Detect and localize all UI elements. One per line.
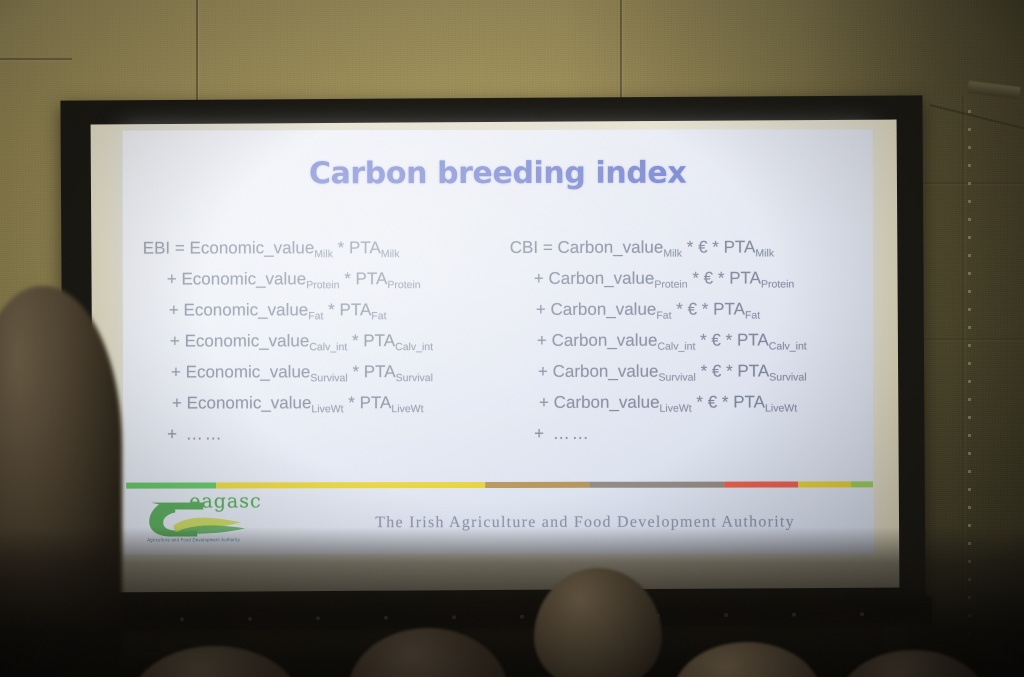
equation-mid: * PTA xyxy=(347,331,396,351)
equation-prefix: + Economic_value xyxy=(166,269,307,289)
equation-mid: * PTA xyxy=(343,393,392,413)
teagasc-wordmark: eagasc xyxy=(189,490,262,513)
equation-subscript: Fat xyxy=(744,309,761,322)
equation-mid: * € * PTA xyxy=(681,237,756,257)
equation-subscript: Protein xyxy=(306,279,340,292)
equation-mid: * € * PTA xyxy=(671,299,745,319)
equation-subscript: Calv_int xyxy=(395,341,434,354)
slide-content: Carbon breeding index EBI = Economic_val… xyxy=(123,129,874,554)
equation-prefix: EBI = Economic_value xyxy=(142,238,315,258)
equation-line: + Economic_valueFat * PTAFat xyxy=(143,294,498,326)
equation-line: + Carbon_valueSurvival * € * PTASurvival xyxy=(510,355,873,387)
audience-foreground xyxy=(0,527,1024,677)
slide-title: Carbon breeding index xyxy=(308,155,687,192)
equation-prefix: + Carbon_value xyxy=(539,392,660,412)
equation-line: + Economic_valueProtein * PTAProtein xyxy=(143,263,498,295)
equation-mid: * € * PTA xyxy=(691,392,766,412)
equation-mid: * PTA xyxy=(332,238,381,258)
mortar-joint-horizontal xyxy=(924,338,1024,340)
equation-prefix: + Carbon_value xyxy=(535,299,657,319)
equation-subscript: Survival xyxy=(658,371,696,384)
equation-prefix: + Economic_value xyxy=(168,300,309,320)
equation-mid: * PTA xyxy=(347,362,396,382)
mortar-joint-vertical xyxy=(196,0,198,112)
ebi-equation-column: EBI = Economic_valueMilk * PTAMilk + Eco… xyxy=(123,232,498,450)
footer-color-band xyxy=(126,481,874,489)
equation-subscript: Milk xyxy=(314,248,333,261)
mortar-joint-vertical xyxy=(620,0,622,104)
equation-subscript: Survival xyxy=(769,371,807,384)
equation-columns: EBI = Economic_valueMilk * PTAMilk + Eco… xyxy=(123,231,873,449)
equation-mid: * € * PTA xyxy=(687,268,762,288)
equation-subscript: Calv_int xyxy=(309,341,348,354)
equation-subscript: Protein xyxy=(760,278,795,291)
band-segment xyxy=(589,481,724,488)
equation-prefix: + Carbon_value xyxy=(537,361,659,381)
equation-subscript: Survival xyxy=(310,372,348,385)
equation-mid: * € * PTA xyxy=(695,361,770,381)
equation-line: + Carbon_valueCalv_int * € * PTACalv_int xyxy=(510,324,873,356)
band-segment xyxy=(850,481,874,488)
equation-subscript: Fat xyxy=(371,310,387,323)
band-segment xyxy=(484,481,590,488)
equation-prefix: + Economic_value xyxy=(169,331,310,351)
equation-mid: * PTA xyxy=(323,300,372,320)
equation-line: EBI = Economic_valueMilk * PTAMilk xyxy=(143,232,498,264)
equation-mid: * PTA xyxy=(339,269,388,289)
equation-line-ellipsis: + …… xyxy=(510,417,873,449)
equation-line: + Carbon_valueFat * € * PTAFat xyxy=(510,293,873,325)
projector-screen-fabric: Carbon breeding index EBI = Economic_val… xyxy=(90,119,900,593)
band-segment xyxy=(126,482,216,489)
equation-subscript: Fat xyxy=(656,309,672,322)
equation-line: + Economic_valueCalv_int * PTACalv_int xyxy=(143,325,498,357)
equation-subscript: Milk xyxy=(663,247,683,260)
equation-mid: * € * PTA xyxy=(695,330,769,350)
mortar-joint-horizontal xyxy=(0,58,72,60)
equation-line: + Carbon_valueProtein * € * PTAProtein xyxy=(510,262,873,294)
equation-prefix: CBI = Carbon_value xyxy=(509,237,664,257)
equation-subscript: Calv_int xyxy=(768,340,807,353)
equation-line: CBI = Carbon_valueMilk * € * PTAMilk xyxy=(510,231,873,263)
equation-subscript: Survival xyxy=(395,372,433,385)
equation-prefix: + Economic_value xyxy=(172,393,312,413)
equation-subscript: LiveWt xyxy=(311,403,344,416)
cbi-equation-column: CBI = Carbon_valueMilk * € * PTAMilk + C… xyxy=(498,231,873,449)
equation-prefix: + …… xyxy=(167,424,224,444)
equation-subscript: LiveWt xyxy=(391,403,424,416)
equation-subscript: Milk xyxy=(755,247,775,260)
equation-prefix: + Economic_value xyxy=(170,362,311,382)
equation-subscript: Protein xyxy=(387,279,421,292)
equation-subscript: LiveWt xyxy=(659,402,692,415)
equation-subscript: Fat xyxy=(308,310,324,323)
projected-slide: Carbon breeding index EBI = Economic_val… xyxy=(122,129,874,555)
band-segment xyxy=(798,481,851,488)
equation-subscript: Milk xyxy=(380,248,400,261)
equation-subscript: Calv_int xyxy=(657,340,696,353)
equation-line-ellipsis: + …… xyxy=(143,418,498,450)
equation-line: + Economic_valueSurvival * PTASurvival xyxy=(143,356,498,388)
band-segment xyxy=(723,481,799,488)
equation-prefix: + Carbon_value xyxy=(533,268,655,288)
equation-subscript: Protein xyxy=(654,278,688,291)
equation-subscript: LiveWt xyxy=(765,402,798,415)
mortar-joint-horizontal xyxy=(924,182,1024,184)
equation-line: + Carbon_valueLiveWt * € * PTALiveWt xyxy=(510,386,873,418)
band-segment xyxy=(215,481,485,489)
equation-prefix: + Carbon_value xyxy=(536,330,658,350)
equation-prefix: + …… xyxy=(534,423,591,443)
equation-line: + Economic_valueLiveWt * PTALiveWt xyxy=(143,387,498,419)
